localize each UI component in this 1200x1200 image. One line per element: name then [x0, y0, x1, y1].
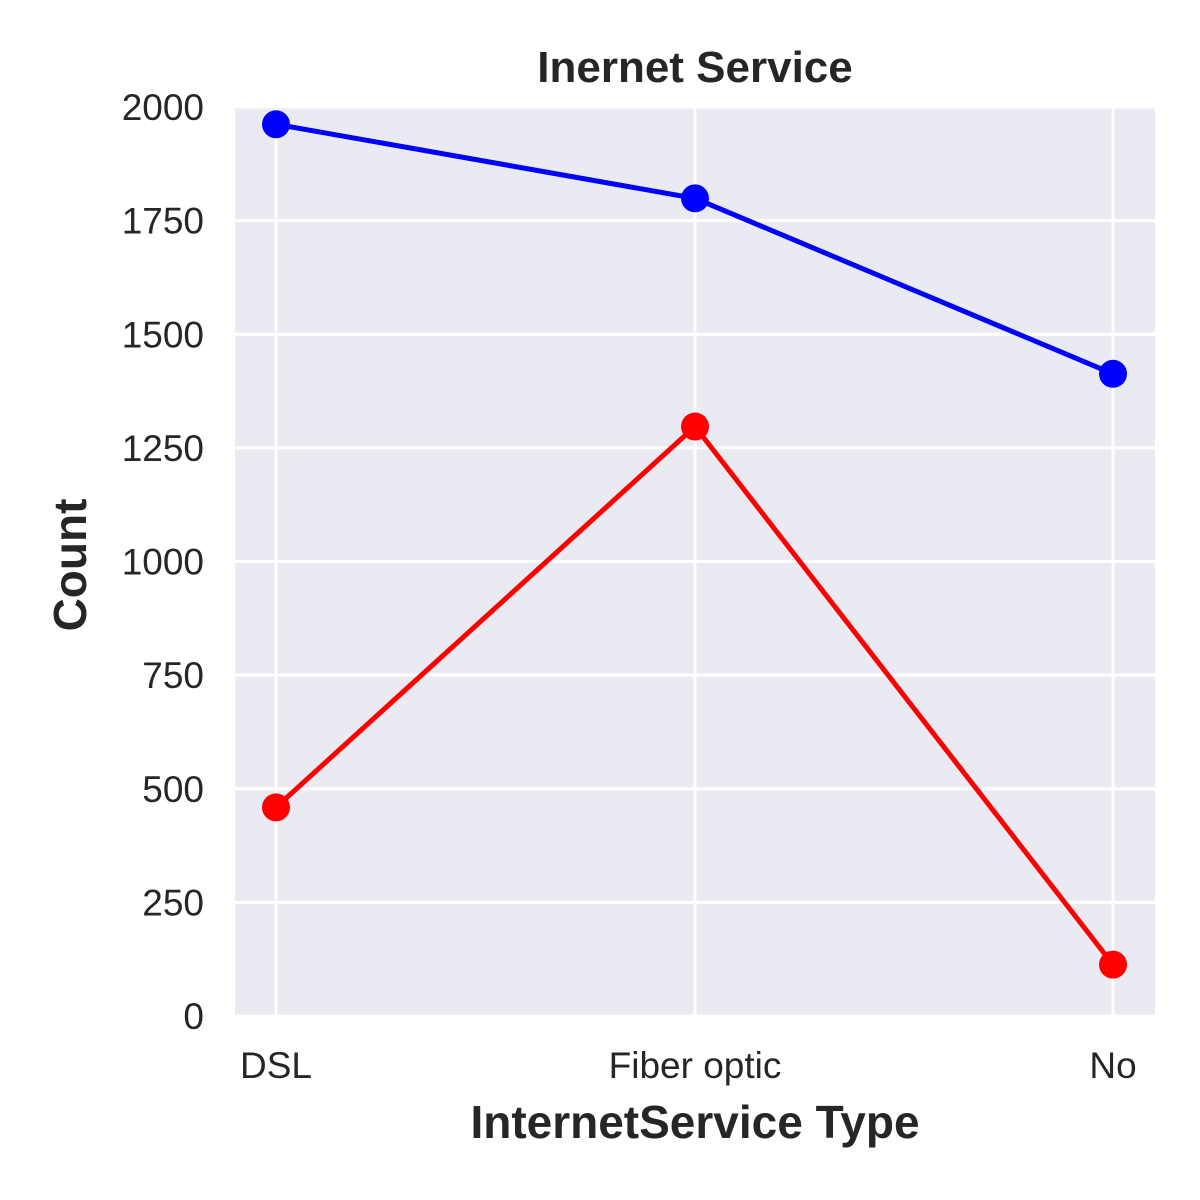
x-axis-ticks: DSL Fiber optic No	[240, 1045, 1137, 1086]
data-point	[262, 110, 290, 139]
data-point	[681, 184, 709, 213]
series-2	[262, 412, 1127, 979]
y-tick-label: 2000	[122, 87, 204, 128]
x-tick-label: Fiber optic	[609, 1045, 782, 1086]
x-axis-label: InternetService Type	[470, 1096, 919, 1148]
series-group	[262, 110, 1127, 979]
grid-lines	[235, 105, 1155, 1018]
series-1	[262, 110, 1127, 388]
chart-title: Inernet Service	[537, 43, 853, 92]
x-tick-label: No	[1089, 1045, 1136, 1086]
y-tick-label: 250	[142, 882, 204, 923]
data-point	[1099, 359, 1127, 388]
data-point	[262, 793, 290, 822]
y-tick-label: 1500	[122, 314, 204, 355]
y-axis-label: Count	[44, 499, 96, 632]
y-tick-label: 1000	[122, 542, 204, 583]
y-tick-label: 750	[142, 655, 204, 696]
y-tick-label: 0	[183, 996, 204, 1037]
data-point	[1099, 950, 1127, 979]
y-axis-ticks: 0 250 500 750 1000 1250 1500 1750 2000	[122, 87, 204, 1037]
y-tick-label: 500	[142, 769, 204, 810]
data-point	[681, 412, 709, 441]
x-tick-label: DSL	[240, 1045, 312, 1086]
y-tick-label: 1250	[122, 428, 204, 469]
y-tick-label: 1750	[122, 201, 204, 242]
